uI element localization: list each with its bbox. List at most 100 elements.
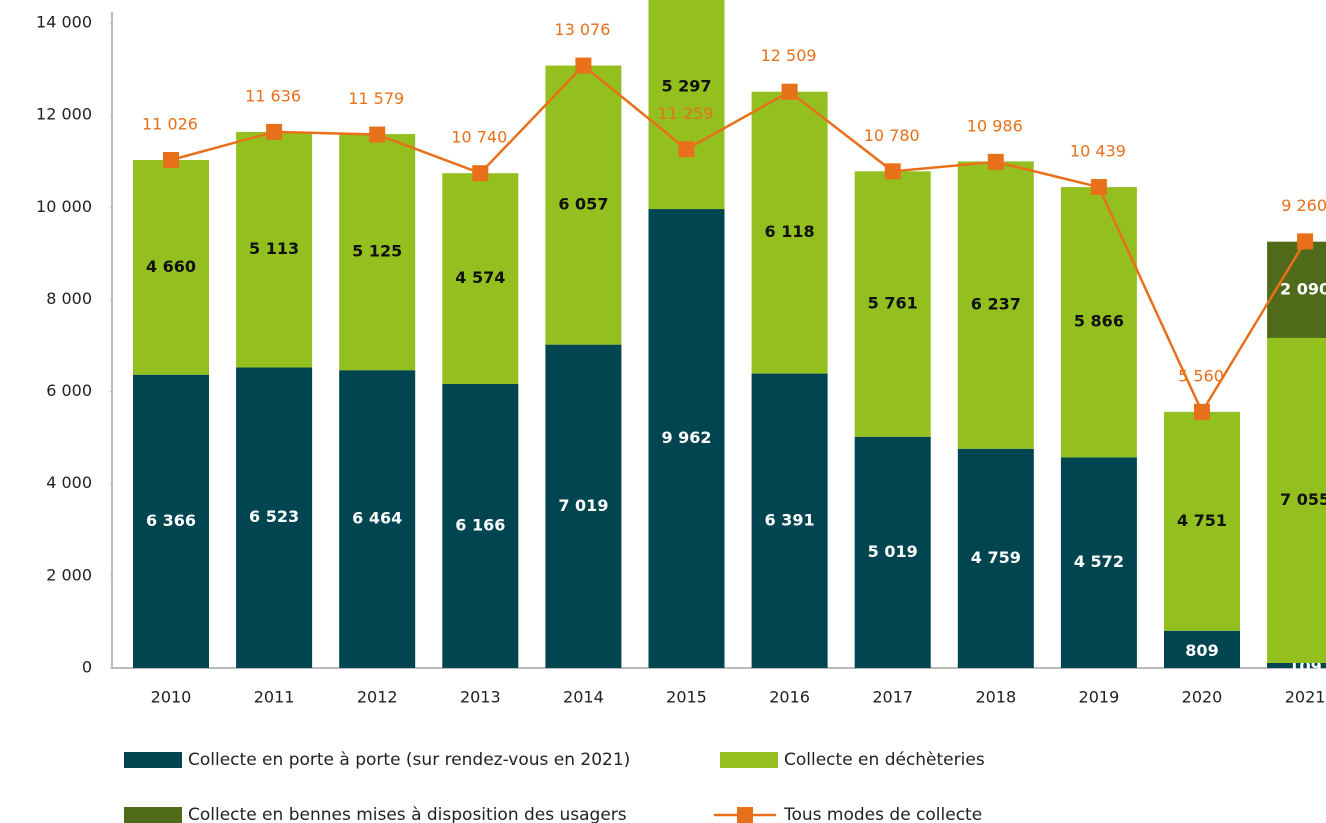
x-tick-label: 2013 (460, 688, 501, 707)
data-label: 5 761 (868, 294, 918, 313)
data-label: 4 660 (146, 257, 196, 276)
y-tick-label: 2 000 (46, 565, 92, 584)
bar-segment (236, 131, 313, 368)
bar-segment (545, 65, 622, 345)
data-label: 10 986 (967, 116, 1023, 135)
bar-segment (1164, 411, 1240, 631)
legend-label: Tous modes de collecte (783, 805, 982, 823)
line-marker (575, 57, 592, 74)
line-marker (987, 153, 1004, 170)
data-label: 6 237 (971, 295, 1021, 314)
data-label: 12 509 (761, 46, 817, 65)
data-label: 11 259 (658, 104, 714, 123)
data-label: 5 297 (661, 77, 711, 96)
data-label: 10 780 (864, 126, 920, 145)
line-marker (678, 141, 695, 158)
x-tick-label: 2018 (975, 688, 1016, 707)
legend-swatch (124, 752, 182, 768)
data-label: 4 574 (455, 268, 505, 287)
line-marker (1090, 179, 1107, 196)
bar-segment (854, 171, 931, 437)
data-label: 5 560 (1178, 366, 1224, 385)
line-marker (472, 165, 489, 182)
y-tick-label: 4 000 (46, 473, 92, 492)
x-tick-label: 2010 (151, 688, 192, 707)
data-label: 11 579 (348, 89, 404, 108)
bar-segment (236, 367, 313, 668)
bar-segment (751, 373, 828, 668)
bar-segment (545, 344, 622, 668)
legend-swatch (737, 807, 753, 823)
bar-segment (648, 209, 725, 668)
bar-segment (1267, 337, 1326, 663)
bar-segment (1267, 662, 1326, 668)
data-label: 5 866 (1074, 312, 1124, 331)
y-tick-label: 12 000 (36, 105, 92, 124)
data-label: 5 125 (352, 242, 402, 261)
bar-segment (339, 370, 416, 668)
x-tick-label: 2017 (872, 688, 913, 707)
x-tick-label: 2012 (357, 688, 398, 707)
bar-segment (442, 173, 519, 384)
total-line (170, 63, 1307, 415)
data-label: 9 962 (661, 428, 711, 447)
bar-segment (957, 161, 1034, 449)
data-label: 13 076 (554, 20, 610, 39)
data-label: 10 740 (451, 128, 507, 147)
bar-segment (648, 0, 725, 210)
x-tick-label: 2021 (1285, 688, 1326, 707)
bar-segment (339, 134, 416, 371)
data-label: 5 019 (868, 542, 918, 561)
y-tick-label: 10 000 (36, 197, 92, 216)
line-marker (1297, 233, 1314, 250)
bar-segment (442, 383, 519, 668)
data-label: 6 366 (146, 511, 196, 530)
y-tick-label: 6 000 (46, 381, 92, 400)
bar-segment (854, 436, 931, 668)
data-label: 6 118 (765, 222, 815, 241)
data-label: 10 439 (1070, 142, 1126, 161)
legend-label: Collecte en porte à porte (sur rendez-vo… (188, 750, 630, 770)
data-label: 11 026 (142, 115, 198, 134)
data-label: 6 057 (558, 195, 608, 214)
y-tick-label: 0 (82, 658, 92, 677)
line-marker (884, 163, 901, 180)
data-label: 6 464 (352, 509, 402, 528)
line-marker (369, 126, 386, 143)
data-label: 5 113 (249, 239, 299, 258)
legend-swatch (124, 807, 182, 823)
legend-label: Collecte en bennes mises à disposition d… (188, 805, 627, 823)
x-tick-label: 2016 (769, 688, 810, 707)
bar-segment (133, 160, 209, 375)
data-label: 9 260 (1281, 196, 1326, 215)
line-marker (163, 152, 179, 169)
data-label: 4 572 (1074, 552, 1124, 571)
data-label: 4 759 (971, 548, 1021, 567)
bar-segment (133, 374, 209, 668)
bar-segment (957, 448, 1034, 668)
data-label: 2 090 (1280, 279, 1326, 298)
x-tick-label: 2019 (1079, 688, 1120, 707)
data-label: 7 019 (558, 496, 608, 515)
data-label: 11 636 (245, 86, 301, 105)
y-tick-label: 8 000 (46, 289, 92, 308)
legend-label: Collecte en déchèteries (784, 750, 985, 770)
data-label: 4 751 (1177, 511, 1227, 530)
line-marker (781, 83, 798, 100)
bar-segment (751, 91, 828, 374)
bar-segment (1060, 457, 1137, 668)
data-label: 6 523 (249, 507, 299, 526)
data-label: 6 166 (455, 515, 505, 534)
x-tick-label: 2014 (563, 688, 604, 707)
data-label: 6 391 (765, 510, 815, 529)
y-tick-label: 14 000 (36, 13, 92, 32)
x-tick-label: 2020 (1182, 688, 1223, 707)
line-marker (1194, 403, 1210, 420)
bar-segment (1060, 187, 1137, 458)
legend-swatch (720, 752, 778, 768)
line-marker (266, 123, 283, 140)
bar-segment (1164, 630, 1240, 668)
data-label: 809 (1185, 641, 1218, 660)
data-label: 7 055 (1280, 490, 1326, 509)
